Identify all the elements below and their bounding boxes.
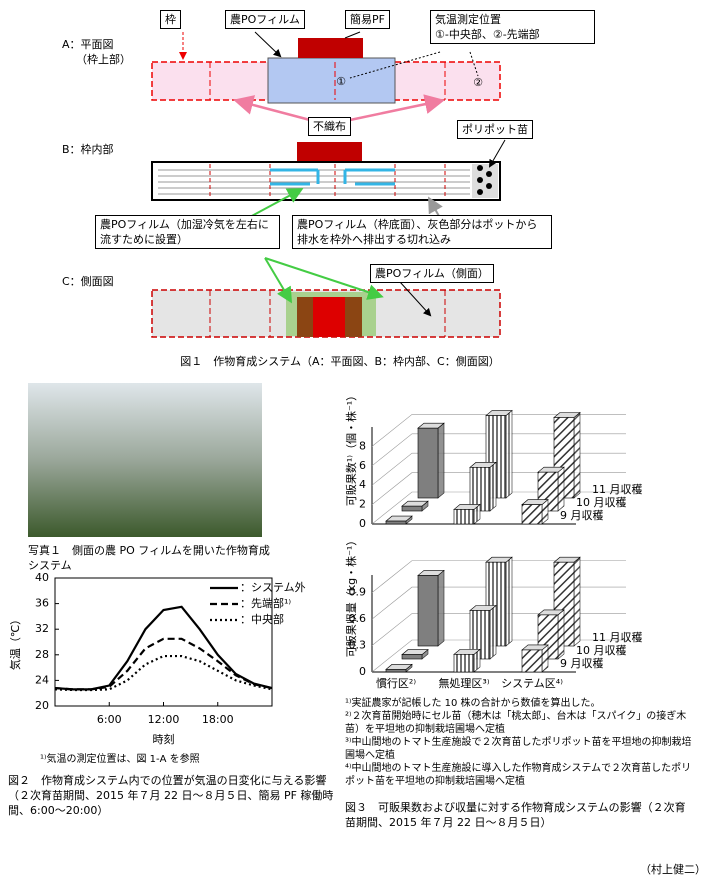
x-tick-label: 12:00	[148, 713, 180, 726]
footnote: ¹⁾実証農家が記帳した 10 株の合計から数値を算出した。	[345, 698, 601, 709]
bar-side	[573, 556, 581, 647]
photo-caption: 写真１ 側面の農 PO フィルムを開いた作物育成システム	[28, 544, 270, 572]
plan-view	[151, 31, 501, 122]
x-tick-label: 慣行区²⁾	[376, 676, 416, 690]
label: B：枠内部	[62, 142, 114, 156]
photo	[28, 383, 262, 537]
author: （村上健二）	[640, 862, 705, 876]
label: C：側面図	[62, 275, 114, 288]
callout: 農POフィルム（側面）	[370, 264, 494, 283]
bar	[401, 654, 423, 660]
y-tick-label: 20	[35, 699, 49, 712]
bar-side	[505, 556, 513, 647]
bar	[521, 649, 543, 673]
callout-line: ①-中央部、②-先端部	[435, 28, 540, 41]
label: （枠上部）	[76, 52, 131, 66]
y-tick-label: 0.3	[349, 639, 367, 652]
legend-label: 10 月収穫	[576, 644, 627, 657]
legend-label: ：システム外	[240, 581, 306, 594]
bar-side	[557, 466, 565, 512]
inner-view	[151, 139, 506, 226]
legend-label: 9 月収穫	[560, 657, 604, 670]
x-tick-label: システム区⁴⁾	[501, 677, 563, 690]
footnote: ¹⁾気温の測定位置は、図 1-A を参照	[40, 754, 200, 765]
y-tick-label: 24	[35, 673, 49, 686]
bar-side	[437, 422, 445, 499]
line-series	[54, 654, 273, 692]
footnote: ⁴⁾中山間地のトマト生産施設に導入した作物育成システムで２次育苗したポリポット苗…	[345, 763, 692, 787]
figure-caption: 図３ 可販果数および収量に対する作物育成システムの影響（２次育苗期間、2015 …	[345, 801, 686, 829]
legend-label: 11 月収穫	[592, 483, 643, 496]
callout: 農POフィルム（枠底面）、灰色部分はポットから排水を枠外へ排出する切れ込み	[292, 215, 552, 249]
marker: ①	[336, 75, 346, 88]
grid-line	[371, 414, 626, 447]
bar-side	[437, 569, 445, 647]
legend-label: ：中央部	[240, 612, 284, 626]
y-tick-label: 0	[359, 517, 366, 530]
bar	[417, 575, 439, 647]
grid-line	[371, 560, 626, 593]
legend-label: 10 月収穫	[576, 496, 627, 509]
bar	[385, 669, 407, 673]
bar	[453, 654, 475, 673]
y-tick-label: 28	[35, 648, 49, 661]
bar	[453, 509, 475, 525]
callout: 農POフィルム	[225, 10, 305, 29]
bar	[385, 520, 407, 525]
callout-line: 気温測定位置	[435, 13, 501, 26]
marker: ②	[473, 76, 483, 89]
y-tick-label: 4	[359, 478, 366, 491]
y-tick-label: 8	[359, 439, 366, 452]
callout: 枠	[160, 10, 181, 29]
y-axis-label: 可販果収量（kg・株⁻¹）	[344, 535, 358, 658]
y-tick-label: 0	[359, 665, 366, 678]
bar	[417, 427, 439, 499]
x-tick-label: 6:00	[97, 713, 122, 726]
bar-side	[489, 604, 497, 660]
y-tick-label: 32	[35, 622, 49, 635]
callout: 簡易PF	[345, 10, 390, 29]
y-axis-label: 気温（℃）	[8, 614, 22, 670]
legend-label: ：先端部¹⁾	[240, 596, 291, 610]
y-tick-label: 2	[359, 498, 366, 511]
x-axis-label: 時刻	[153, 732, 175, 746]
side-view	[151, 257, 501, 338]
legend-label: 11 月収穫	[592, 631, 643, 644]
bar-side	[557, 609, 565, 660]
y-tick-label: 0.9	[349, 586, 367, 599]
x-tick-label: 無処理区³⁾	[438, 676, 489, 690]
callout: 気温測定位置 ①-中央部、②-先端部	[430, 10, 595, 44]
callout: 不織布	[308, 117, 351, 136]
bar-side	[573, 411, 581, 499]
y-axis-label: 可販果数¹⁾（個・株⁻¹）	[344, 390, 358, 506]
callout: 農POフィルム（加湿冷気を左右に流すために設置）	[95, 215, 280, 249]
x-tick-label: 18:00	[202, 713, 234, 726]
bar-side	[505, 409, 513, 499]
y-tick-label: 36	[35, 597, 49, 610]
bar	[401, 505, 423, 512]
legend-label: 9 月収穫	[560, 509, 604, 522]
footnote: ³⁾中山間地のトマト生産施設で２次育苗したポリポット苗を平坦地の抑制栽培圃場へ定…	[345, 737, 692, 761]
figure-caption: 図１ 作物育成システム（A：平面図、B：枠内部、C：側面図）	[180, 354, 499, 368]
y-tick-label: 0.6	[349, 612, 367, 625]
bar	[521, 504, 543, 525]
footnote: ²⁾２次育苗開始時にセル苗（穂木は「桃太郎」、台木は「スパイク」の接ぎ木苗）を平…	[345, 711, 687, 735]
figure-caption: 図２ 作物育成システム内での位置が気温の日変化に与える影響（２次育苗期間、201…	[8, 774, 334, 817]
callout: ポリポット苗	[457, 120, 533, 139]
y-tick-label: 40	[35, 571, 49, 584]
y-tick-label: 6	[359, 459, 366, 472]
label: A：平面図	[62, 38, 114, 51]
bar-side	[489, 461, 497, 512]
footnotes: ¹⁾実証農家が記帳した 10 株の合計から数値を算出した。 ²⁾２次育苗開始時に…	[345, 697, 695, 788]
